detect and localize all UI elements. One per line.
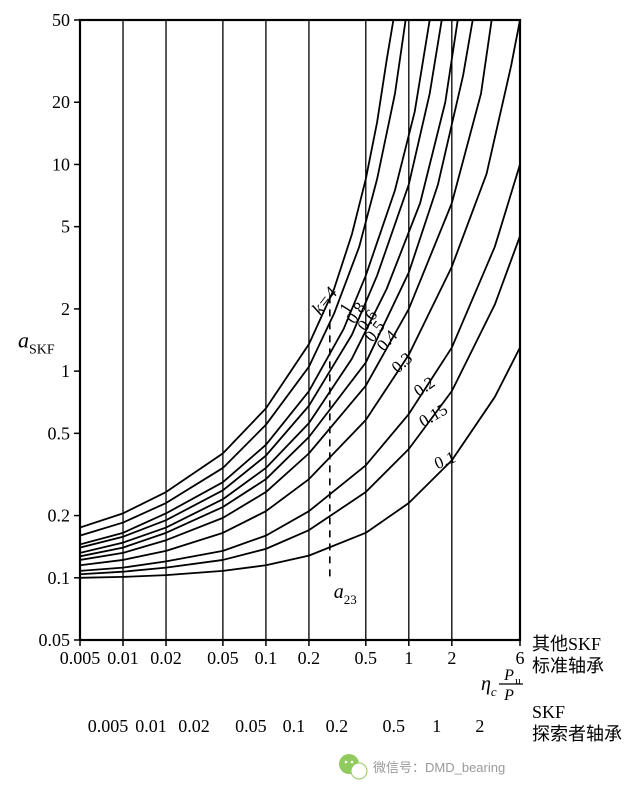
x2-tick-label: 0.5 (383, 716, 406, 736)
x2-tick-label: 0.2 (326, 716, 349, 736)
wechat-icon (351, 763, 367, 779)
a23-label: a23 (334, 581, 357, 607)
y-tick-label: 20 (52, 92, 70, 112)
y-tick-label: 2 (61, 299, 70, 319)
x-tick-label: 6 (516, 648, 525, 668)
y-tick-label: 0.2 (48, 506, 71, 526)
x1-right-text-2: 标准轴承 (532, 656, 604, 676)
y-tick-label: 0.05 (39, 630, 71, 650)
x2-right-text-1: SKF (532, 702, 565, 722)
x-tick-label: 0.02 (150, 648, 182, 668)
x-tick-label: 0.2 (298, 648, 321, 668)
curve-k-0.6 (80, 20, 458, 553)
x2-tick-label: 0.05 (235, 716, 267, 736)
x2-tick-label: 2 (475, 716, 484, 736)
x-tick-label: 0.5 (355, 648, 378, 668)
skf-bearing-chart: { "plot": { "type": "line", "background_… (0, 0, 635, 800)
x-tick-label: 2 (447, 648, 456, 668)
curves-group (80, 20, 520, 578)
curve-label: 0.1 (432, 447, 459, 473)
curve-k-1 (80, 20, 430, 544)
x2-tick-label: 0.02 (178, 716, 210, 736)
y-tick-label: 0.5 (48, 423, 71, 443)
x2-right-text-2: 探索者轴承 (532, 724, 622, 744)
x-axis-label: ηc (481, 673, 497, 699)
x-axis-frac-top: P (503, 667, 514, 684)
y-tick-label: 50 (52, 10, 70, 30)
y-tick-label: 10 (52, 154, 70, 174)
x-tick-label: 0.01 (107, 648, 139, 668)
x-tick-label: 0.1 (255, 648, 278, 668)
x2-tick-label: 0.01 (135, 716, 167, 736)
curve-k-4 (80, 20, 393, 528)
y-tick-label: 1 (61, 361, 70, 381)
x1-right-text-1: 其他SKF (532, 634, 601, 654)
x2-tick-label: 0.1 (283, 716, 306, 736)
x-tick-label: 0.05 (207, 648, 239, 668)
curve-k-0.5 (80, 20, 473, 556)
curve-label-k4: k=4 (308, 283, 342, 318)
curve-k-0.3 (80, 20, 520, 565)
x-tick-label: 0.005 (60, 648, 101, 668)
curve-label: 0.15 (416, 400, 451, 431)
curve-label: 0.3 (388, 348, 417, 376)
x-axis-frac-bot: P (503, 687, 514, 704)
curve-k-0.15 (80, 236, 520, 574)
watermark: 微信号：DMD_bearing (339, 754, 505, 779)
curve-k-0.4 (80, 20, 492, 560)
x2-tick-label: 1 (432, 716, 441, 736)
curve-label: 0.2 (410, 373, 438, 401)
curve-k-2 (80, 20, 406, 536)
x2-tick-label: 0.005 (88, 716, 129, 736)
y-tick-label: 0.1 (48, 568, 71, 588)
y-tick-label: 5 (61, 217, 70, 237)
x-tick-label: 1 (404, 648, 413, 668)
curve-k-0.8 (80, 20, 442, 548)
chart-svg: 0.050.10.20.51251020500.0050.010.020.050… (0, 0, 635, 800)
x-axis-frac-top-sub: u (515, 675, 521, 687)
watermark-text: 微信号：DMD_bearing (373, 760, 505, 775)
y-axis-label: aSKF (18, 328, 55, 358)
curve-k-0.2 (80, 164, 520, 570)
